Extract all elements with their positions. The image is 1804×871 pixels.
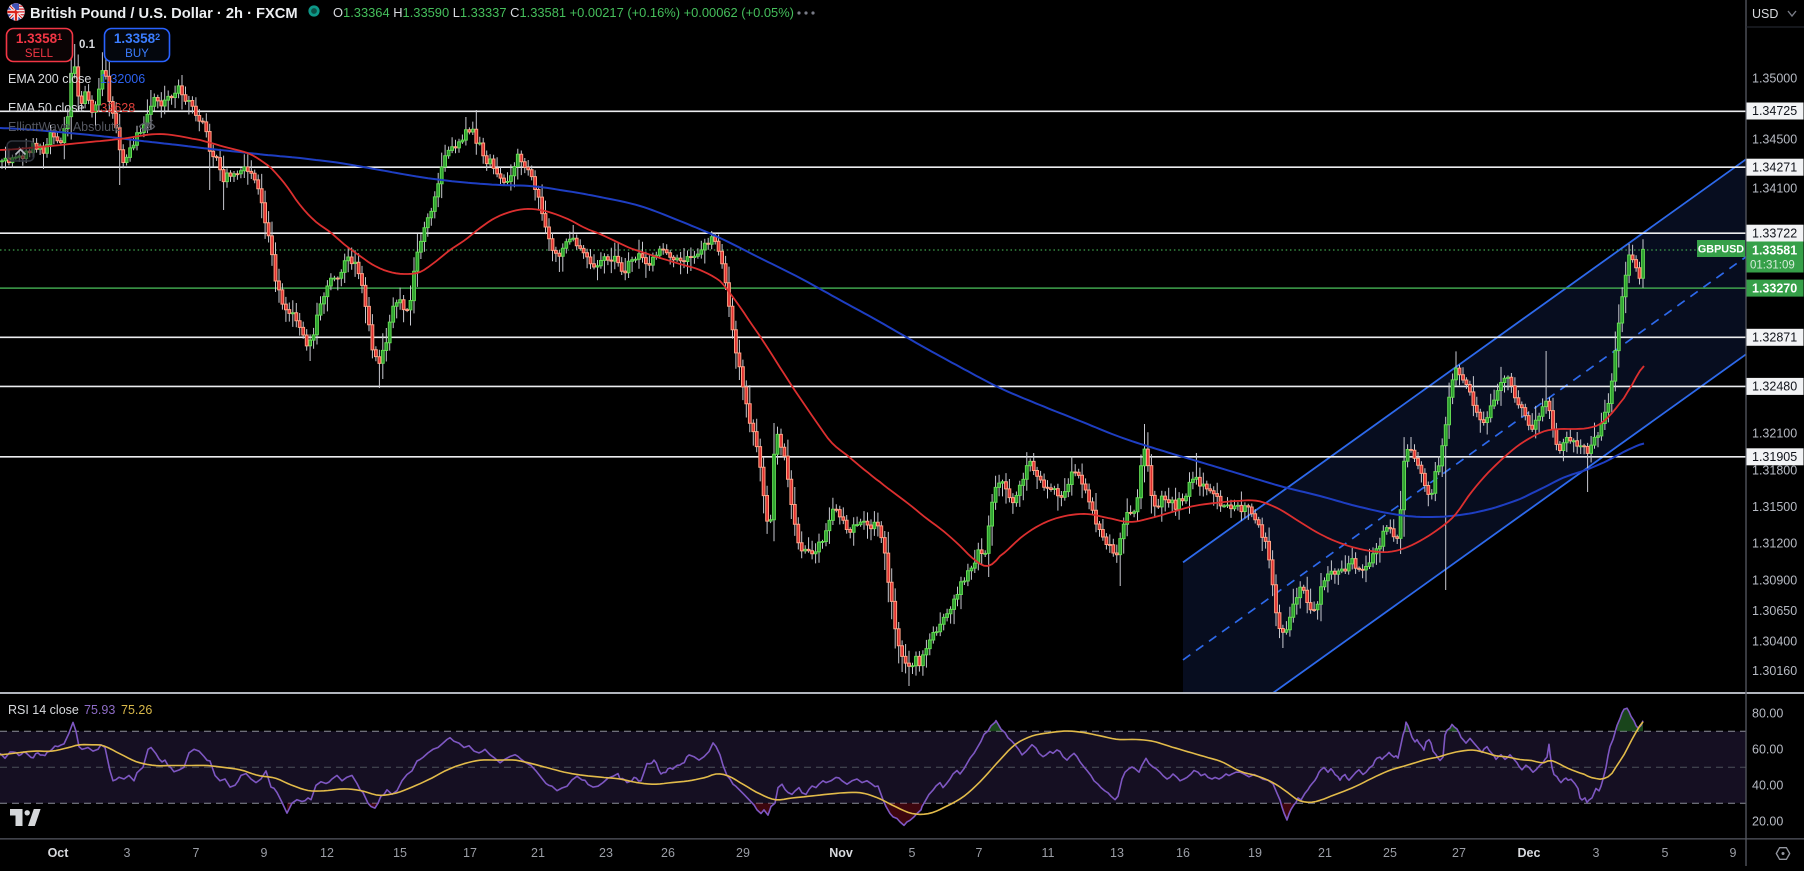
svg-text:1.33581: 1.33581 [1752,244,1797,258]
svg-text:1.30160: 1.30160 [1752,664,1797,678]
svg-text:O1.33364 H1.33590 L1.33337 C1.: O1.33364 H1.33590 L1.33337 C1.33581 +0.0… [333,5,794,20]
svg-text:3: 3 [124,846,131,860]
svg-text:25: 25 [1383,846,1397,860]
svg-text:3: 3 [1593,846,1600,860]
svg-text:BUY: BUY [125,48,149,60]
svg-text:1.31905: 1.31905 [1752,450,1797,464]
svg-text:75.26: 75.26 [121,703,152,717]
svg-text:1.33582: 1.33582 [114,31,160,46]
svg-text:27: 27 [1452,846,1466,860]
svg-text:1.35000: 1.35000 [1752,71,1797,85]
svg-text:16: 16 [1176,846,1190,860]
svg-text:17: 17 [463,846,477,860]
svg-text:1.33722: 1.33722 [1752,226,1797,240]
svg-text:SELL: SELL [25,48,54,60]
svg-text:ElliottWave Absolute: ElliottWave Absolute [8,120,122,134]
svg-text:0.1: 0.1 [79,39,96,51]
svg-text:1.32006: 1.32006 [100,72,145,86]
svg-text:21: 21 [1318,846,1332,860]
svg-text:Dec: Dec [1518,846,1541,860]
svg-text:British Pound / U.S. Dollar ·: British Pound / U.S. Dollar · 2h · FXCM [30,6,298,22]
svg-text:Oct: Oct [48,846,70,860]
svg-text:40.00: 40.00 [1752,779,1783,793]
svg-text:1.30900: 1.30900 [1752,573,1797,587]
svg-text:1.34500: 1.34500 [1752,133,1797,147]
svg-text:1.31800: 1.31800 [1752,463,1797,477]
svg-text:GBPUSD: GBPUSD [1698,244,1744,256]
svg-text:1.33581: 1.33581 [16,31,62,46]
svg-text:5: 5 [1662,846,1669,860]
svg-text:29: 29 [736,846,750,860]
svg-text:1.30650: 1.30650 [1752,604,1797,618]
svg-text:1.32480: 1.32480 [1752,380,1797,394]
svg-text:RSI 14 close: RSI 14 close [8,703,79,717]
svg-text:12: 12 [320,846,334,860]
svg-text:15: 15 [393,846,407,860]
svg-text:60.00: 60.00 [1752,743,1783,757]
svg-text:1.34725: 1.34725 [1752,104,1797,118]
svg-text:1.33270: 1.33270 [1752,281,1797,295]
svg-text:Nov: Nov [829,846,853,860]
svg-text:1.32871: 1.32871 [1752,331,1797,345]
svg-text:9: 9 [261,846,268,860]
svg-text:21: 21 [531,846,545,860]
svg-text:1.30400: 1.30400 [1752,635,1797,649]
svg-text:11: 11 [1042,846,1055,860]
svg-text:9: 9 [1730,846,1737,860]
svg-text:EMA 50 close: EMA 50 close [8,101,84,115]
svg-text:1.32100: 1.32100 [1752,427,1797,441]
svg-text:75.93: 75.93 [84,703,115,717]
svg-text:USD: USD [1752,7,1778,21]
svg-text:13: 13 [1110,846,1124,860]
svg-text:7: 7 [976,846,983,860]
svg-text:1.32628: 1.32628 [90,101,135,115]
svg-text:1.31200: 1.31200 [1752,537,1797,551]
svg-text:01:31:09: 01:31:09 [1750,260,1795,272]
svg-text:7: 7 [193,846,200,860]
svg-text:1.34271: 1.34271 [1752,160,1797,174]
svg-text:5: 5 [909,846,916,860]
svg-text:19: 19 [1248,846,1262,860]
svg-text:1.34100: 1.34100 [1752,182,1797,196]
svg-text:26: 26 [661,846,675,860]
svg-text:EMA 200 close: EMA 200 close [8,72,91,86]
svg-text:80.00: 80.00 [1752,707,1783,721]
svg-text:20.00: 20.00 [1752,814,1783,828]
svg-text:1.31500: 1.31500 [1752,500,1797,514]
svg-text:23: 23 [599,846,613,860]
